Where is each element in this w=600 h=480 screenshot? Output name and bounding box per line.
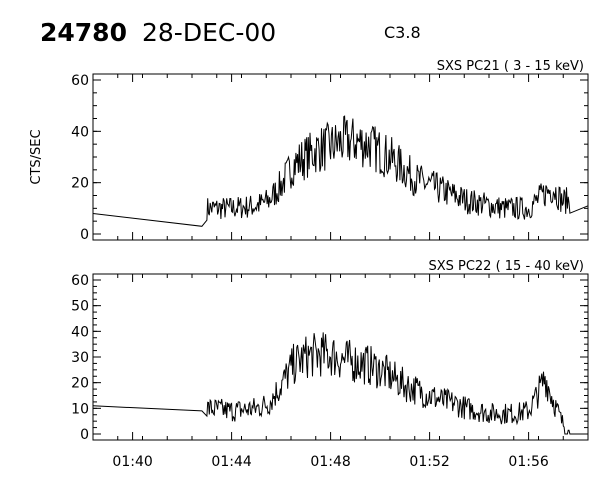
panel1-y-tick-label: 40 [71,124,89,140]
panel1-title: SXS PC21 ( 3 - 15 keV) [437,59,584,74]
x-tick-label: 01:44 [211,454,251,470]
panel2-y-tick-label: 20 [71,376,89,392]
flare-class: C3.8 [384,23,421,42]
x-tick-label: 01:48 [310,454,350,470]
panel2-series-line [92,332,588,435]
panel1-series-line [92,115,589,227]
panel1-y-tick-label: 60 [71,73,89,89]
event-number: 24780 [40,18,127,47]
panel2-plot-frame [92,273,589,441]
panel2-y-tick-label: 50 [71,299,89,315]
panel2-y-tick-label: 60 [71,273,89,289]
x-tick-label: 01:56 [508,454,548,470]
x-tick-label: 01:40 [112,454,152,470]
panel2-y-tick-label: 10 [71,401,89,417]
panel1-plot-frame [92,73,589,241]
panel1-y-tick-label: 0 [80,227,89,243]
panel2-y-tick-label: 30 [71,350,89,366]
panel1-y-tick-label: 20 [71,176,89,192]
event-date: 28-DEC-00 [142,18,277,47]
panel2-title: SXS PC22 ( 15 - 40 keV) [428,259,584,274]
panel2-y-tick-label: 0 [80,427,89,443]
x-tick-label: 01:52 [409,454,449,470]
panel2-y-tick-label: 40 [71,324,89,340]
panel1-y-axis-label: CTS/SEC [29,129,44,184]
